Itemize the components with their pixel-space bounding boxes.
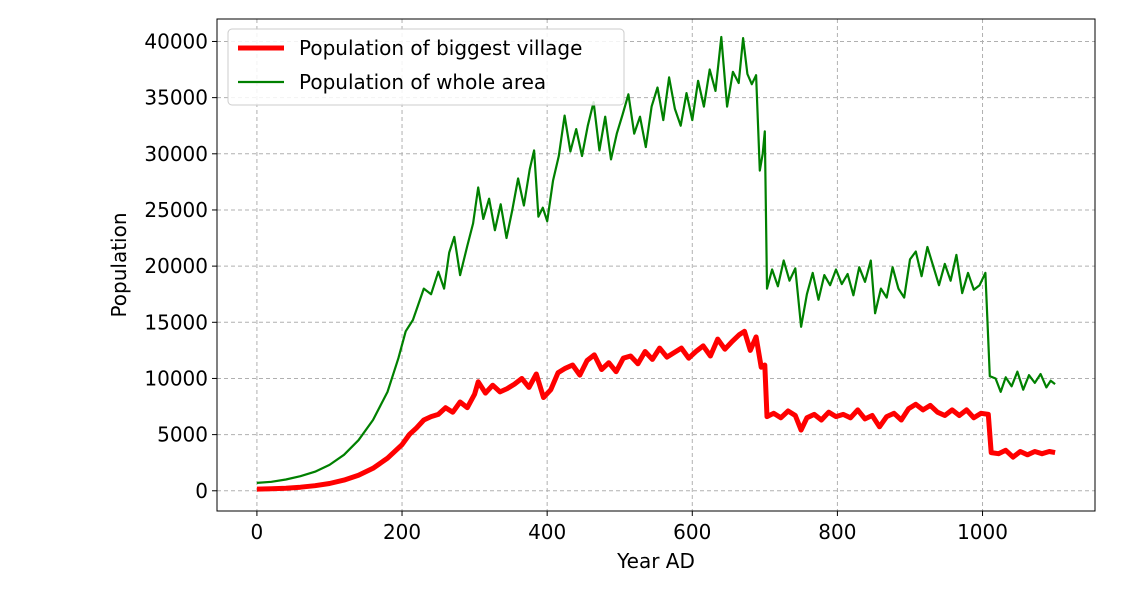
series-line-whole-area xyxy=(256,35,1056,484)
legend-label-biggest-village: Population of biggest village xyxy=(299,36,582,60)
legend-label-whole-area: Population of whole area xyxy=(299,70,546,94)
grid xyxy=(217,19,1095,511)
x-tick-label-3: 600 xyxy=(673,520,711,544)
ticks: 0 200 400 600 800 100005000100001500020000250… xyxy=(144,29,1008,544)
y-tick-label-6: 30000 xyxy=(144,142,208,166)
y-tick-label-2: 10000 xyxy=(144,366,208,390)
series-line-biggest-village xyxy=(256,328,1056,492)
x-tick-label-1: 200 xyxy=(383,520,421,544)
x-tick-label-4: 800 xyxy=(818,520,856,544)
y-tick-label-7: 35000 xyxy=(144,86,208,110)
x-tick-label-2: 400 xyxy=(528,520,566,544)
legend-box xyxy=(227,28,625,106)
y-tick-label-5: 25000 xyxy=(144,198,208,222)
y-tick-label-3: 15000 xyxy=(144,310,208,334)
series-layer xyxy=(256,35,1056,492)
y-tick-label-0: 0 xyxy=(195,479,208,503)
y-axis-label: Population xyxy=(107,212,131,317)
x-tick-label-5: 1000 xyxy=(957,520,1008,544)
legend: Population of biggest village Population… xyxy=(227,28,625,106)
x-axis-label: Year AD xyxy=(616,549,695,573)
x-tick-label-0: 0 xyxy=(251,520,264,544)
y-tick-label-4: 20000 xyxy=(144,254,208,278)
plot-frame xyxy=(216,18,1096,512)
y-tick-label-8: 40000 xyxy=(144,29,208,53)
y-tick-label-1: 5000 xyxy=(157,423,208,447)
